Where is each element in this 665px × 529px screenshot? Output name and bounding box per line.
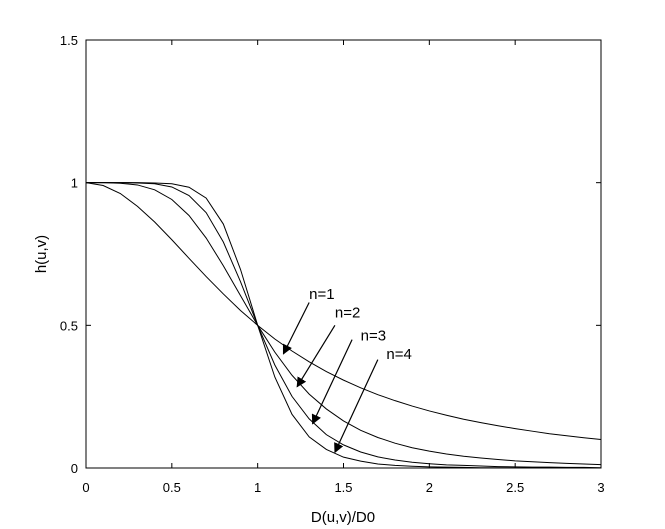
annotation-arrow — [296, 325, 336, 388]
x-tick-label: 3 — [597, 480, 604, 495]
annotation-label: n=1 — [309, 286, 334, 303]
annotation-label: n=2 — [335, 304, 360, 321]
y-axis-label: h(u,v) — [33, 235, 50, 273]
y-tick-label: 0 — [71, 461, 78, 476]
y-axis: 0 0.5 1 1.5 — [60, 33, 601, 476]
y-tick-label: 1 — [71, 176, 78, 191]
x-tick-label: 0.5 — [163, 480, 181, 495]
series-line-n1 — [85, 182, 602, 440]
x-tick-label: 2 — [426, 480, 433, 495]
series-line-n4 — [86, 182, 601, 469]
x-axis-label: D(u,v)/D0 — [311, 509, 375, 526]
series-line-n2 — [86, 182, 602, 466]
x-axis: 0 0.5 1 1.5 2 2.5 3 — [82, 40, 605, 495]
annotation-arrow — [311, 339, 353, 425]
y-tick-label: 1.5 — [60, 33, 78, 48]
y-tick-label: 0.5 — [60, 318, 78, 333]
x-tick-label: 1.5 — [334, 480, 352, 495]
annotation-label: n=3 — [361, 327, 386, 344]
annotations: n=1n=2n=3n=4 — [282, 286, 412, 454]
plot-area-frame — [85, 39, 602, 469]
series-lines — [85, 182, 602, 469]
x-tick-label: 2.5 — [506, 480, 524, 495]
annotation-arrow — [282, 302, 310, 355]
series-line-n3 — [86, 182, 602, 469]
annotation-label: n=4 — [386, 346, 411, 363]
x-tick-label: 1 — [254, 480, 261, 495]
annotation-arrow — [334, 359, 379, 454]
x-tick-label: 0 — [82, 480, 89, 495]
